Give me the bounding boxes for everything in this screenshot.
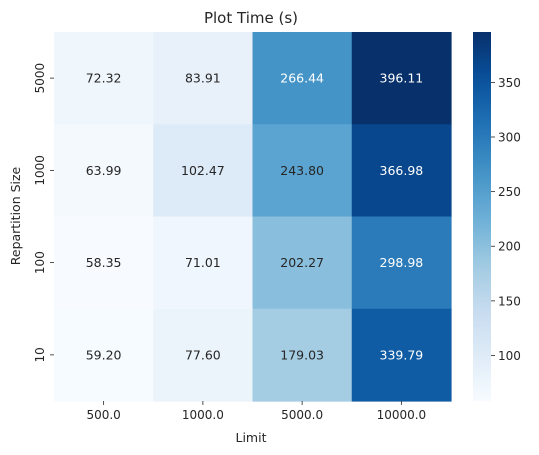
y-axis-label: Repartition Size — [8, 166, 23, 265]
colorbar-tick-label: 200 — [498, 240, 521, 254]
x-tick-label: 500.0 — [86, 408, 120, 422]
heatmap-cell — [153, 124, 254, 218]
chart-title: Plot Time (s) — [204, 9, 298, 27]
cell-value-label: 58.35 — [86, 255, 122, 270]
y-axis-ticks: 5000 1000 100 10 — [33, 63, 54, 363]
heatmap-cell — [351, 308, 452, 402]
heatmap-cell — [54, 124, 154, 218]
colorbar-tick-label: 250 — [498, 185, 521, 199]
heatmap-cell — [54, 216, 154, 310]
colorbar-tick-label: 100 — [498, 349, 521, 363]
y-tick-label: 100 — [33, 251, 47, 274]
cell-value-label: 102.47 — [181, 163, 225, 178]
heatmap-cell — [252, 32, 353, 125]
cell-value-label: 339.79 — [380, 347, 424, 362]
colorbar-gradient — [473, 32, 491, 401]
x-tick-label: 5000.0 — [281, 408, 323, 422]
cell-value-label: 179.03 — [280, 347, 324, 362]
heatmap-cell — [252, 308, 353, 402]
cell-value-label: 71.01 — [185, 255, 221, 270]
cell-value-label: 59.20 — [86, 347, 122, 362]
y-tick-label: 5000 — [33, 63, 47, 94]
cell-value-label: 63.99 — [86, 163, 122, 178]
x-tick-label: 1000.0 — [182, 408, 224, 422]
heatmap-cell — [351, 32, 452, 125]
heatmap-cell — [54, 32, 154, 125]
cell-value-label: 266.44 — [280, 71, 324, 86]
y-tick-label: 10 — [33, 347, 47, 362]
colorbar-tick-label: 300 — [498, 130, 521, 144]
heatmap-cell — [351, 216, 452, 310]
heatmap-cell — [153, 216, 254, 310]
colorbar-tick-label: 150 — [498, 294, 521, 308]
cell-value-label: 83.91 — [185, 71, 221, 86]
heatmap-cell — [153, 308, 254, 402]
cell-value-label: 298.98 — [380, 255, 424, 270]
cell-value-label: 72.32 — [86, 71, 122, 86]
cell-value-label: 202.27 — [280, 255, 324, 270]
heatmap-cells: 72.32 83.91 266.44 396.11 63.99 102.47 243.80 3… — [54, 32, 452, 402]
x-axis-label: Limit — [236, 430, 267, 445]
cell-value-label: 243.80 — [280, 163, 324, 178]
heatmap-cell — [153, 32, 254, 125]
heatmap-cell — [252, 216, 353, 310]
y-tick-label: 1000 — [33, 155, 47, 186]
cell-value-label: 77.60 — [185, 347, 221, 362]
x-axis-ticks: 500.0 1000.0 5000.0 10000.0 — [86, 401, 426, 422]
heatmap-cell — [351, 124, 452, 218]
cell-value-label: 396.11 — [380, 71, 424, 86]
heatmap-cell — [54, 308, 154, 402]
colorbar-tick-label: 350 — [498, 76, 521, 90]
x-tick-label: 10000.0 — [377, 408, 427, 422]
colorbar: 100 150 200 250 300 350 — [473, 32, 521, 401]
heatmap-cell — [252, 124, 353, 218]
cell-value-label: 366.98 — [380, 163, 424, 178]
